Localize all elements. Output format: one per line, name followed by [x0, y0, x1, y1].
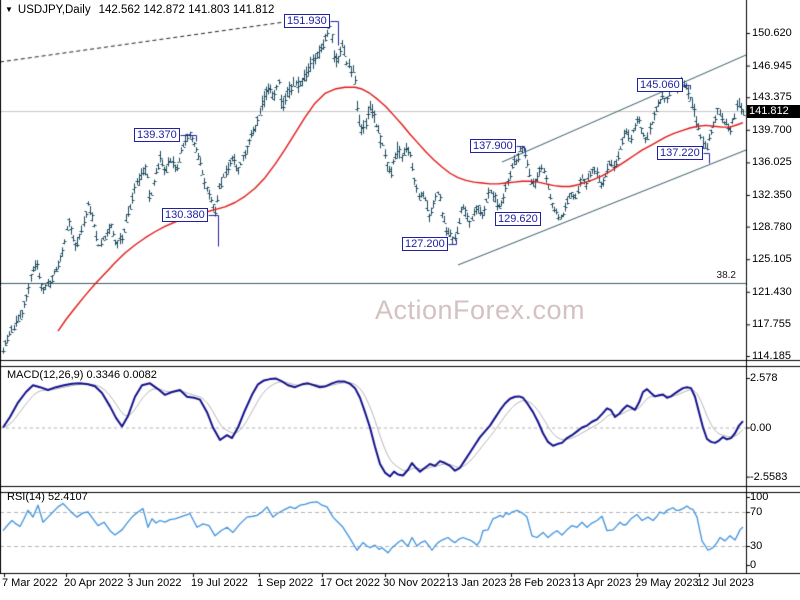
- macd-axis-label: -2.5583: [750, 470, 788, 483]
- rsi-axis-label: 70: [750, 506, 763, 518]
- time-axis-label: 13 Jan 2023: [446, 577, 507, 589]
- rsi-indicator-label: RSI(14) 52.4107: [7, 491, 88, 503]
- time-axis-label: 28 Feb 2023: [509, 577, 571, 589]
- price-axis-label: 143.375: [752, 91, 792, 104]
- macd-axis-label: 2.578: [750, 372, 778, 384]
- chart-symbol-label: USDJPY,Daily: [17, 4, 91, 16]
- time-axis-label: 3 Jun 2022: [127, 577, 182, 589]
- time-axis-label: 7 Mar 2022: [2, 577, 58, 589]
- macd-axis-label: 0.00: [750, 421, 772, 434]
- time-axis-label: 20 Apr 2022: [64, 577, 124, 589]
- price-annotation[interactable]: 145.060: [637, 78, 683, 92]
- time-axis-label: 30 Nov 2022: [383, 577, 446, 589]
- current-price-tag: 141.812: [747, 105, 800, 118]
- price-annotation[interactable]: 151.930: [284, 14, 330, 28]
- price-annotation[interactable]: 127.200: [402, 237, 448, 251]
- time-axis-label: 1 Sep 2022: [257, 577, 314, 589]
- price-axis-label: 150.620: [752, 27, 792, 39]
- price-axis-label: 146.945: [752, 59, 792, 72]
- price-annotation[interactable]: 137.220: [657, 146, 703, 160]
- rsi-axis-label: 30: [750, 540, 763, 552]
- time-axis-label: 29 May 2023: [635, 577, 699, 589]
- price-axis-label: 114.185: [752, 349, 791, 362]
- chart-title-bar: ▼ USDJPY,Daily 142.562 142.872 141.803 141…: [5, 4, 274, 16]
- price-axis-label: 117.755: [752, 318, 791, 331]
- time-axis-label: 19 Jul 2022: [191, 577, 248, 589]
- fib-38-2-label: 38.2: [716, 270, 736, 281]
- price-annotation[interactable]: 130.380: [162, 208, 208, 222]
- price-axis-label: 121.430: [752, 285, 792, 298]
- price-axis-label: 125.105: [752, 253, 792, 266]
- collapse-arrow-icon[interactable]: ▼: [5, 5, 13, 14]
- rsi-axis-label: 100: [750, 491, 769, 503]
- time-axis-label: 17 Oct 2022: [320, 577, 380, 589]
- price-annotation[interactable]: 139.370: [134, 128, 180, 142]
- macd-indicator-label: MACD(12,26,9) 0.3346 0.0082: [7, 369, 157, 381]
- price-axis-label: 139.700: [752, 123, 792, 136]
- chart-ohlc-values: 142.562 142.872 141.803 141.812: [98, 4, 275, 16]
- price-axis-label: 128.780: [752, 220, 792, 233]
- price-annotation[interactable]: 129.620: [495, 212, 541, 226]
- time-axis-label: 13 Apr 2023: [572, 577, 632, 589]
- price-annotation[interactable]: 137.900: [470, 139, 516, 153]
- price-axis-label: 136.025: [752, 156, 792, 169]
- price-axis-label: 132.350: [752, 188, 792, 201]
- time-axis-label: 12 Jul 2023: [697, 577, 754, 589]
- rsi-axis-label: 0: [750, 559, 757, 571]
